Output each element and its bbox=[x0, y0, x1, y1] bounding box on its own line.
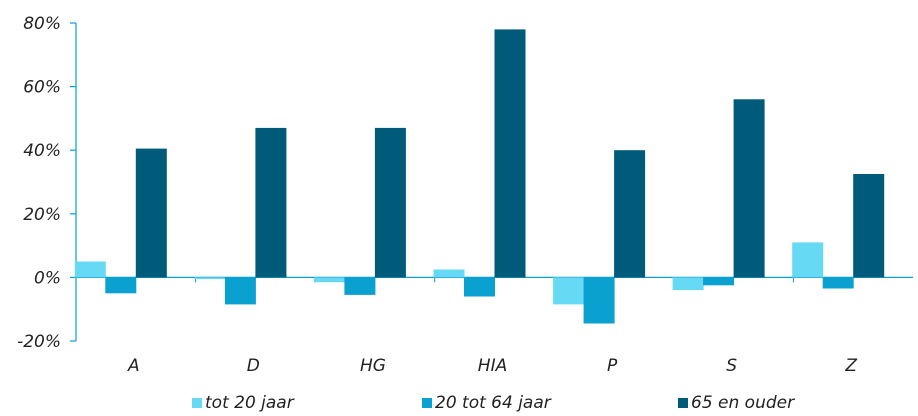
legend-swatch bbox=[422, 398, 432, 408]
x-category-label: D bbox=[247, 356, 260, 376]
bar-hia-series-2 bbox=[464, 277, 495, 297]
legend-swatch bbox=[192, 398, 202, 408]
bar-p-series-1 bbox=[553, 277, 585, 305]
bar-s-series-3 bbox=[733, 99, 765, 278]
x-category-label: HG bbox=[360, 356, 386, 376]
legend-label: 65 en ouder bbox=[691, 393, 795, 412]
bar-d-series-1 bbox=[194, 277, 226, 279]
legend-swatch bbox=[678, 398, 688, 408]
x-category-label: HIA bbox=[478, 356, 507, 376]
bar-hg-series-1 bbox=[313, 277, 345, 283]
bar-z-series-3 bbox=[853, 174, 885, 278]
y-tick-label: 40% bbox=[23, 141, 61, 161]
y-tick-label: 60% bbox=[23, 78, 61, 98]
bar-a-series-2 bbox=[105, 277, 137, 294]
bar-p-series-3 bbox=[614, 150, 646, 278]
y-tick-label: 20% bbox=[23, 205, 61, 225]
bar-hia-series-1 bbox=[433, 269, 465, 278]
bar-hia-series-3 bbox=[494, 29, 526, 278]
bar-s-series-1 bbox=[672, 277, 704, 291]
bar-a-series-1 bbox=[74, 261, 106, 278]
bar-z-series-2 bbox=[822, 277, 854, 289]
bar-d-series-3 bbox=[255, 127, 287, 278]
bar-s-series-2 bbox=[703, 277, 735, 286]
legend-label: 20 tot 64 jaar bbox=[435, 393, 552, 412]
bar-hg-series-2 bbox=[344, 277, 376, 295]
bars-layer bbox=[74, 29, 885, 324]
y-tick-label: -20% bbox=[17, 332, 61, 352]
y-tick-label: 80% bbox=[23, 14, 61, 34]
x-category-label: S bbox=[726, 356, 737, 376]
x-category-label: Z bbox=[844, 356, 857, 376]
bar-a-series-3 bbox=[135, 148, 167, 278]
legend: tot 20 jaar 20 tot 64 jaar 65 en ouder bbox=[192, 393, 795, 413]
bar-p-series-2 bbox=[583, 277, 615, 324]
bar-d-series-2 bbox=[224, 277, 256, 305]
labels-layer: 80% 60% 40% 20% 0% -20% A D HG HIA P S Z bbox=[17, 14, 857, 376]
y-tick-label: 0% bbox=[34, 268, 61, 288]
x-category-label: P bbox=[607, 356, 618, 376]
legend-label: tot 20 jaar bbox=[205, 393, 295, 412]
bar-hg-series-3 bbox=[374, 127, 406, 278]
x-category-label: A bbox=[127, 356, 140, 376]
bar-z-series-1 bbox=[792, 242, 824, 278]
